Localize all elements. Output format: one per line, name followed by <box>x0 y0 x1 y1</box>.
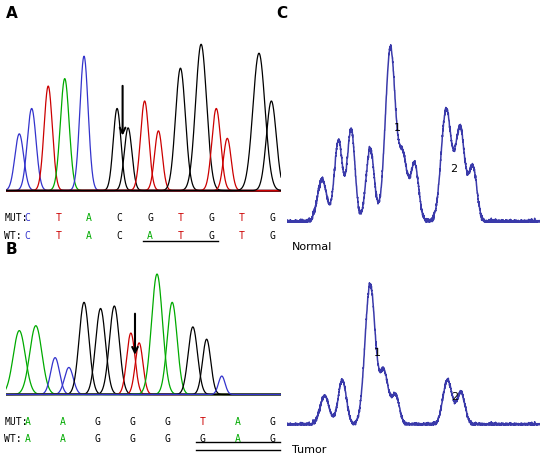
Text: T: T <box>55 213 61 223</box>
Text: G: G <box>208 231 214 241</box>
Text: T: T <box>239 231 245 241</box>
Text: MUT:: MUT: <box>4 213 28 223</box>
Text: G: G <box>147 213 153 223</box>
Text: T: T <box>200 417 206 427</box>
Text: C: C <box>277 6 288 21</box>
Text: B: B <box>6 242 17 257</box>
Text: MUT:: MUT: <box>4 417 28 427</box>
Text: A: A <box>60 417 66 427</box>
Text: T: T <box>178 231 183 241</box>
Text: A: A <box>147 231 153 241</box>
Text: WT:: WT: <box>4 434 21 444</box>
Text: T: T <box>178 213 183 223</box>
Text: 1: 1 <box>374 347 381 358</box>
Text: G: G <box>129 417 136 427</box>
Text: T: T <box>55 231 61 241</box>
Text: A: A <box>235 434 241 444</box>
Text: G: G <box>95 434 100 444</box>
Text: A: A <box>86 231 92 241</box>
Text: C: C <box>117 231 122 241</box>
Text: G: G <box>95 417 100 427</box>
Text: A: A <box>25 417 30 427</box>
Text: A: A <box>86 213 92 223</box>
Text: G: G <box>129 434 136 444</box>
Text: C: C <box>117 213 122 223</box>
Text: G: G <box>200 434 206 444</box>
Text: Normal: Normal <box>291 242 332 252</box>
Text: Tumor: Tumor <box>291 445 326 455</box>
Text: 2: 2 <box>450 163 457 174</box>
Text: G: G <box>208 213 214 223</box>
Text: G: G <box>165 417 171 427</box>
Text: G: G <box>270 231 276 241</box>
Text: 2: 2 <box>451 392 458 403</box>
Text: G: G <box>270 213 276 223</box>
Text: C: C <box>25 213 30 223</box>
Text: G: G <box>270 417 276 427</box>
Text: C: C <box>25 231 30 241</box>
Text: A: A <box>6 6 17 21</box>
Text: G: G <box>270 434 276 444</box>
Text: A: A <box>235 417 241 427</box>
Text: 1: 1 <box>394 123 401 133</box>
Text: G: G <box>165 434 171 444</box>
Text: A: A <box>25 434 30 444</box>
Text: WT:: WT: <box>4 231 21 241</box>
Text: A: A <box>60 434 66 444</box>
Text: T: T <box>239 213 245 223</box>
